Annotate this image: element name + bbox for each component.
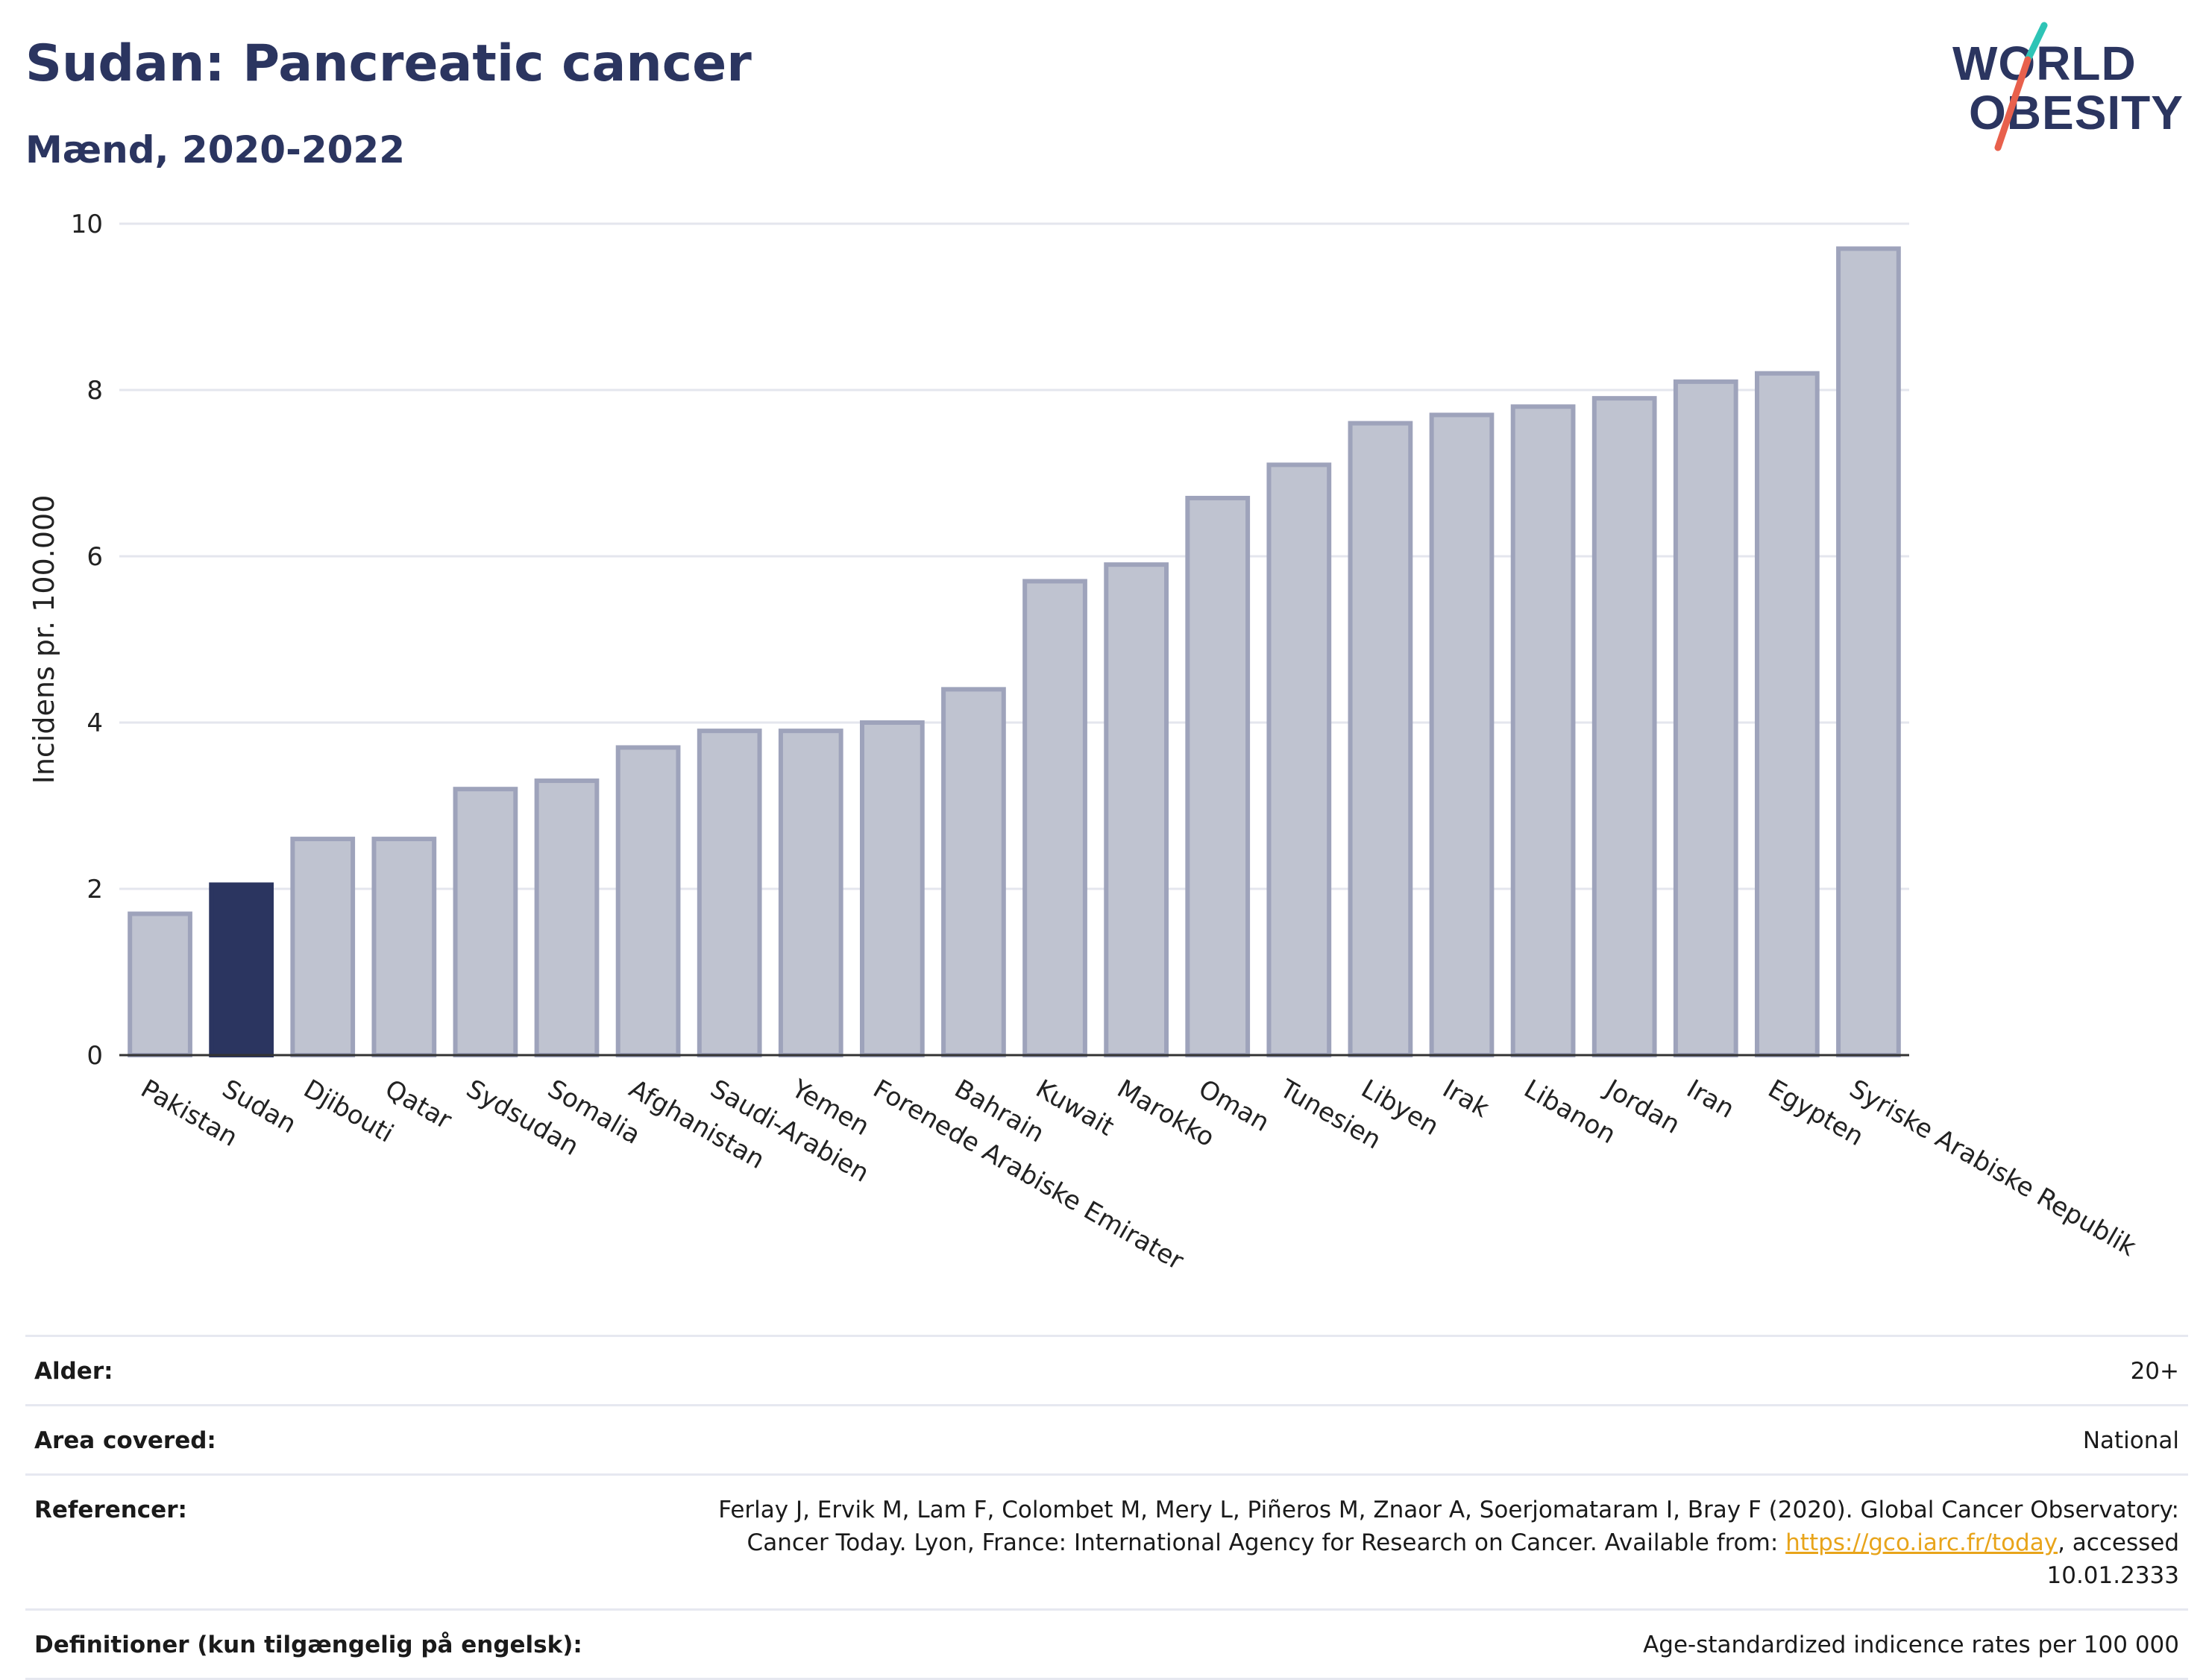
info-row-area: Area covered: National: [25, 1404, 2188, 1473]
y-tick-label: 4: [87, 708, 103, 738]
info-row-age: Alder: 20+: [25, 1335, 2188, 1404]
bar: [778, 729, 843, 1058]
info-table: Alder: 20+ Area covered: National Refere…: [25, 1335, 2188, 1680]
world-obesity-logo: WORLD OBESITY: [1939, 21, 2193, 155]
definitions-value: Age-standardized indicence rates per 100…: [1643, 1632, 2179, 1658]
x-tick-label: Irak: [1438, 1074, 1495, 1124]
bar: [128, 911, 192, 1058]
bar: [371, 837, 437, 1057]
y-tick-label: 0: [87, 1041, 103, 1071]
bar: [1591, 396, 1657, 1057]
bar: [697, 729, 762, 1058]
bar: [1510, 404, 1576, 1057]
references-label: Referencer:: [34, 1497, 187, 1523]
bar: [453, 787, 518, 1057]
y-tick-label: 6: [87, 542, 103, 572]
y-tick-label: 8: [87, 376, 103, 406]
reference-text: Ferlay J, Ervik M, Lam F, Colombet M, Me…: [718, 1497, 2179, 1556]
y-tick-label: 10: [71, 210, 103, 239]
bar: [209, 882, 274, 1057]
bar: [860, 720, 925, 1057]
page-subtitle: Mænd, 2020-2022: [25, 128, 406, 172]
x-tick-label: Syriske Arabiske Republik: [1844, 1074, 2141, 1262]
bar: [1104, 562, 1169, 1057]
age-label: Alder:: [34, 1358, 113, 1385]
x-tick-label: Djibouti: [298, 1074, 398, 1149]
bar: [1429, 412, 1495, 1057]
area-label: Area covered:: [34, 1427, 216, 1454]
bar: [615, 745, 681, 1057]
definitions-label: Definitioner (kun tilgængelig på engelsk…: [34, 1632, 582, 1658]
bar: [1266, 462, 1332, 1058]
bar: [1185, 495, 1251, 1057]
age-value: 20+: [2130, 1358, 2179, 1385]
bar: [290, 837, 356, 1057]
bar: [1348, 421, 1413, 1058]
bar: [1755, 371, 1820, 1057]
page-title: Sudan: Pancreatic cancer: [25, 34, 752, 93]
bar: [941, 687, 1006, 1058]
reference-accessed: , accessed 10.01.2333: [2046, 1529, 2180, 1589]
bar: [1836, 246, 1901, 1058]
x-tick-label: Libanon: [1519, 1074, 1621, 1150]
y-tick-label: 2: [87, 875, 103, 905]
bar: [534, 778, 600, 1057]
logo-slash-icon: [1994, 22, 2048, 151]
bar: [1673, 379, 1738, 1058]
references-value: Ferlay J, Ervik M, Lam F, Colombet M, Me…: [650, 1494, 2179, 1592]
reference-link[interactable]: https://gco.iarc.fr/today: [1785, 1529, 2058, 1556]
y-axis-title: Incidens pr. 100.000: [28, 495, 60, 784]
bar: [1022, 579, 1087, 1057]
info-row-definitions: Definitioner (kun tilgængelig på engelsk…: [25, 1608, 2188, 1680]
logo-line-1: WORLD: [1952, 37, 2137, 90]
area-value: National: [2082, 1427, 2179, 1454]
info-row-references: Referencer: Ferlay J, Ervik M, Lam F, Co…: [25, 1473, 2188, 1608]
x-tick-label: Iran: [1682, 1074, 1739, 1124]
